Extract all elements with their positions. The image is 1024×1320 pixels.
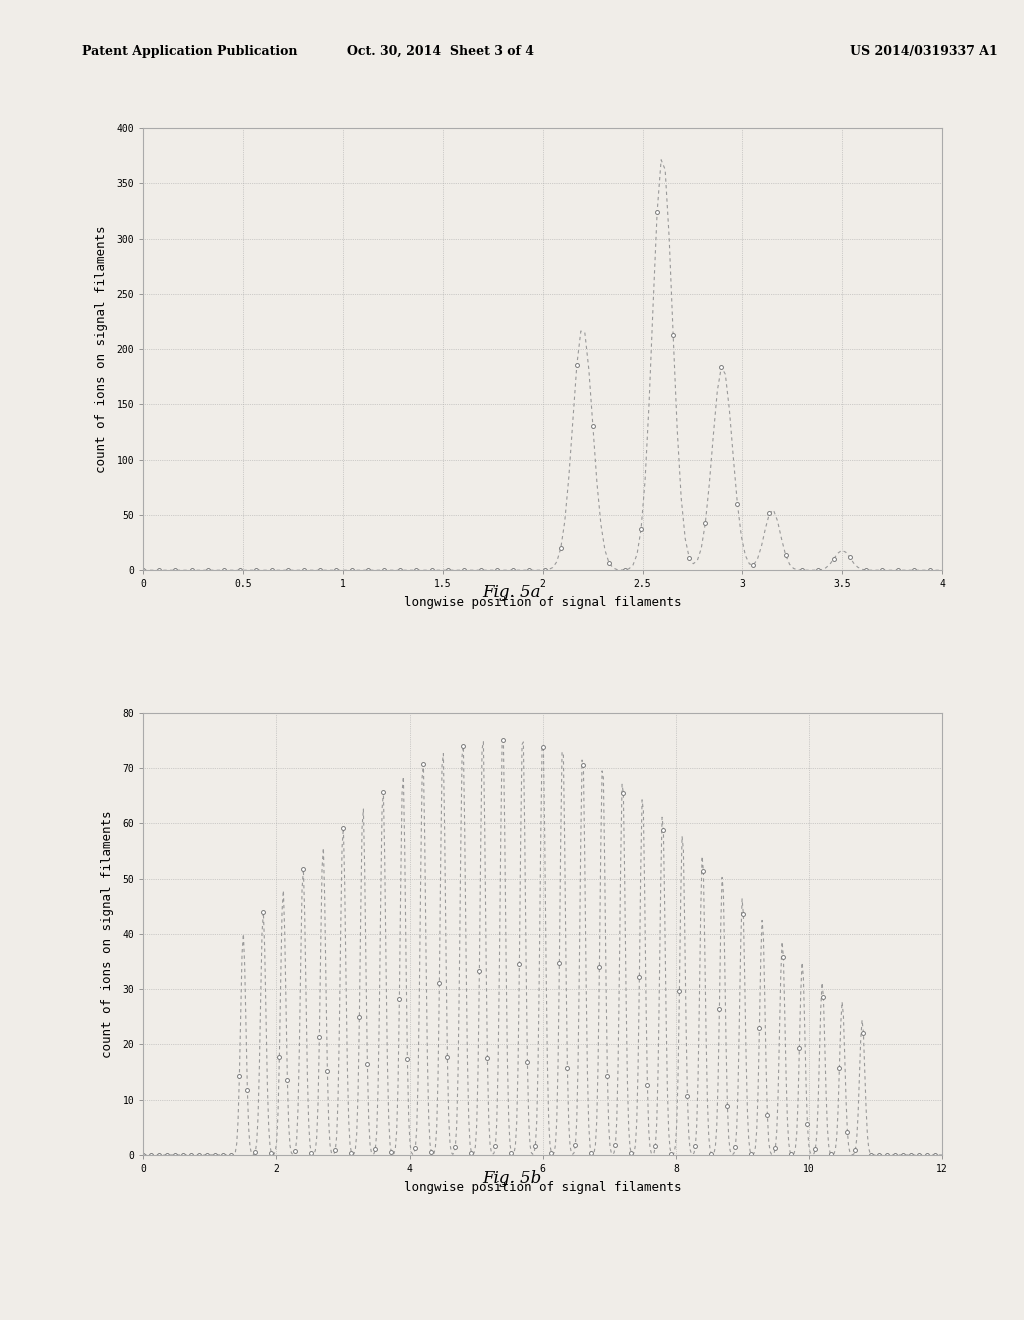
Y-axis label: count of ions on signal filaments: count of ions on signal filaments — [95, 226, 109, 473]
Text: Fig. 5a: Fig. 5a — [482, 583, 542, 601]
Text: US 2014/0319337 A1: US 2014/0319337 A1 — [850, 45, 997, 58]
Text: Oct. 30, 2014  Sheet 3 of 4: Oct. 30, 2014 Sheet 3 of 4 — [347, 45, 534, 58]
Text: Patent Application Publication: Patent Application Publication — [82, 45, 297, 58]
Text: Fig. 5b: Fig. 5b — [482, 1170, 542, 1187]
Y-axis label: count of ions on signal filaments: count of ions on signal filaments — [101, 810, 115, 1057]
X-axis label: longwise position of signal filaments: longwise position of signal filaments — [404, 597, 681, 610]
X-axis label: longwise position of signal filaments: longwise position of signal filaments — [404, 1181, 681, 1195]
